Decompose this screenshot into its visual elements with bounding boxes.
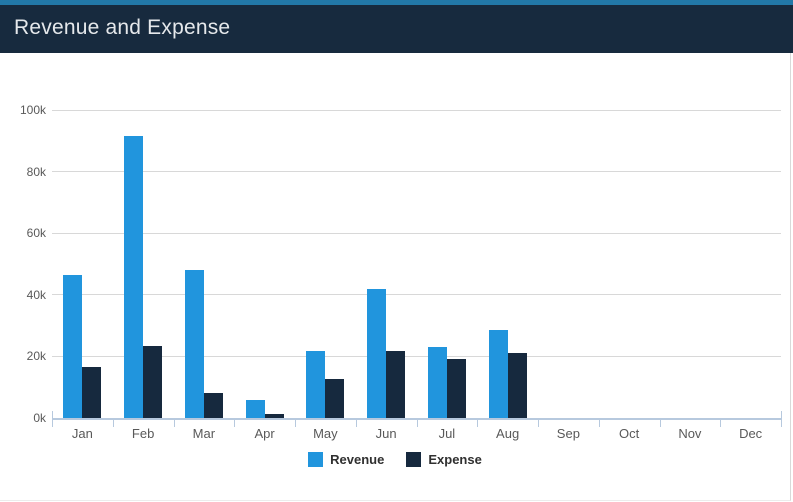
x-axis-label-apr: Apr xyxy=(254,426,275,441)
bar-expense-feb[interactable] xyxy=(143,346,163,418)
gridline-40k xyxy=(52,294,781,296)
legend-label-revenue: Revenue xyxy=(330,452,385,467)
bar-revenue-jul[interactable] xyxy=(427,347,447,418)
x-axis-label-jul: Jul xyxy=(438,426,456,441)
x-axis-label-feb: Feb xyxy=(131,426,155,441)
x-axis-tick xyxy=(295,418,296,427)
bar-expense-may[interactable] xyxy=(325,379,345,418)
x-axis-tick xyxy=(113,418,114,427)
bar-revenue-jun[interactable] xyxy=(367,289,387,418)
gridline-60k xyxy=(52,232,781,234)
bar-revenue-apr[interactable] xyxy=(245,400,265,418)
x-axis-tick xyxy=(417,418,418,427)
x-axis-label-mar: Mar xyxy=(192,426,216,441)
bar-expense-jan[interactable] xyxy=(82,367,102,418)
bar-revenue-may[interactable] xyxy=(306,351,326,418)
gridline-100k xyxy=(52,109,781,111)
x-axis-label-sep: Sep xyxy=(556,426,580,441)
bar-expense-jun[interactable] xyxy=(386,351,406,418)
page-title: Revenue and Expense xyxy=(14,16,231,39)
x-axis-label-nov: Nov xyxy=(678,426,702,441)
legend-swatch-expense xyxy=(406,452,422,467)
gridline-80k xyxy=(52,171,781,173)
x-axis-tick xyxy=(720,418,721,427)
bar-expense-apr[interactable] xyxy=(264,414,284,418)
bar-expense-mar[interactable] xyxy=(203,393,223,418)
x-axis-tick xyxy=(660,418,661,427)
chart-legend: Revenue Expense xyxy=(0,452,790,467)
bar-revenue-jan[interactable] xyxy=(63,275,83,418)
x-axis-tick xyxy=(538,418,539,427)
x-axis-tick xyxy=(781,411,782,427)
bar-revenue-feb[interactable] xyxy=(124,136,144,418)
legend-item-expense[interactable]: Expense xyxy=(406,452,482,467)
x-axis-tick xyxy=(599,418,600,427)
y-axis-label-40k: 40k xyxy=(26,287,46,302)
bar-revenue-aug[interactable] xyxy=(488,330,508,418)
x-axis-label-oct: Oct xyxy=(619,426,640,441)
x-axis-tick xyxy=(52,411,53,427)
legend-item-revenue[interactable]: Revenue xyxy=(308,452,384,467)
header-accent-strip xyxy=(0,0,793,5)
x-axis-label-may: May xyxy=(313,426,338,441)
x-axis-label-jan: Jan xyxy=(71,426,93,441)
y-axis-label-0k: 0k xyxy=(33,411,46,425)
x-axis-tick xyxy=(477,418,478,427)
bar-expense-jul[interactable] xyxy=(446,359,466,418)
bar-revenue-mar[interactable] xyxy=(184,270,204,418)
gridline-20k xyxy=(52,355,781,357)
y-axis-label-20k: 20k xyxy=(26,349,46,364)
y-axis-label-100k: 100k xyxy=(19,103,46,117)
x-axis-label-aug: Aug xyxy=(496,426,520,441)
legend-label-expense: Expense xyxy=(428,452,482,467)
x-axis-tick xyxy=(174,418,175,427)
x-axis-tick xyxy=(356,418,357,427)
y-axis-label-80k: 80k xyxy=(26,164,46,179)
x-axis-label-jun: Jun xyxy=(375,426,397,441)
legend-swatch-revenue xyxy=(308,452,324,467)
chart-panel: Revenue Expense 0k 20k 40k 60k 80k 100k Jan Feb M… xyxy=(0,53,791,501)
x-axis-label-dec: Dec xyxy=(739,426,763,441)
bar-expense-aug[interactable] xyxy=(507,353,527,418)
x-axis-tick xyxy=(234,418,235,427)
header-bar: Revenue and Expense xyxy=(0,0,793,53)
y-axis-label-60k: 60k xyxy=(26,226,46,241)
